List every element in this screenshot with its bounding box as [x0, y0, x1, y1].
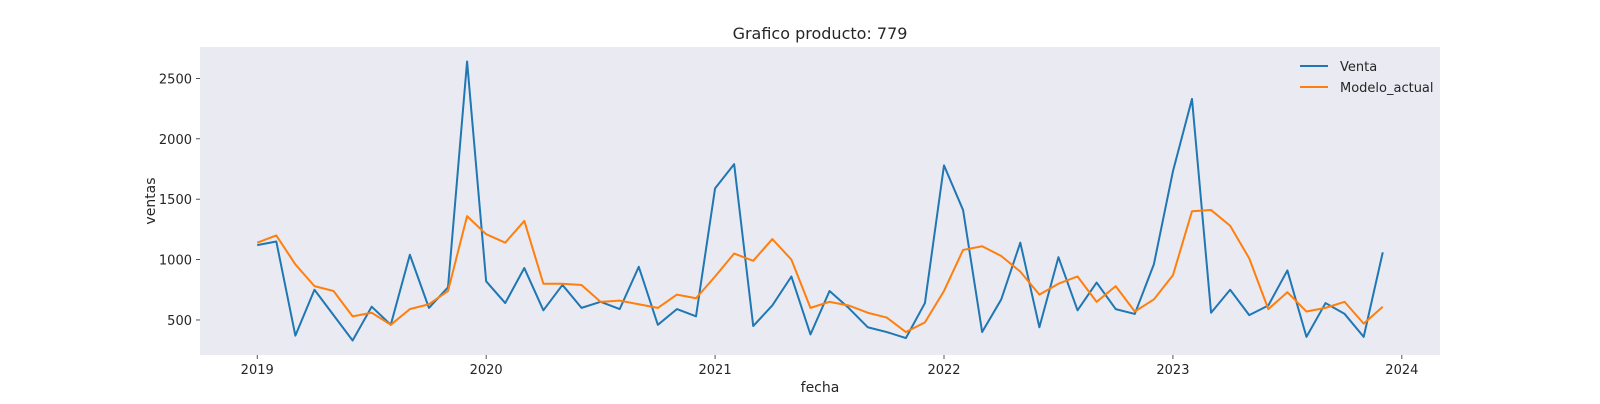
plot-area [200, 47, 1440, 355]
x-axis-ticks: 2019 2020 2021 2022 2023 2024 [241, 355, 1419, 378]
x-axis-label: fecha [801, 380, 840, 396]
y-axis-label: ventas [143, 177, 159, 224]
legend-label: Modelo_actual [1340, 81, 1434, 96]
y-tick-label: 1500 [159, 193, 192, 208]
legend-label: Venta [1340, 60, 1377, 75]
y-tick-label: 2500 [159, 72, 192, 87]
x-tick-label: 2019 [241, 363, 274, 378]
x-tick-label: 2023 [1156, 363, 1189, 378]
chart-title: Grafico producto: 779 [733, 24, 908, 43]
x-tick-label: 2022 [927, 363, 960, 378]
y-tick-label: 500 [167, 314, 192, 329]
x-tick-label: 2024 [1385, 363, 1418, 378]
x-tick-label: 2020 [470, 363, 503, 378]
x-tick-label: 2021 [699, 363, 732, 378]
y-tick-label: 1000 [159, 254, 192, 269]
y-axis-ticks: 500 1000 1500 2000 2500 [159, 72, 200, 329]
y-tick-label: 2000 [159, 133, 192, 148]
